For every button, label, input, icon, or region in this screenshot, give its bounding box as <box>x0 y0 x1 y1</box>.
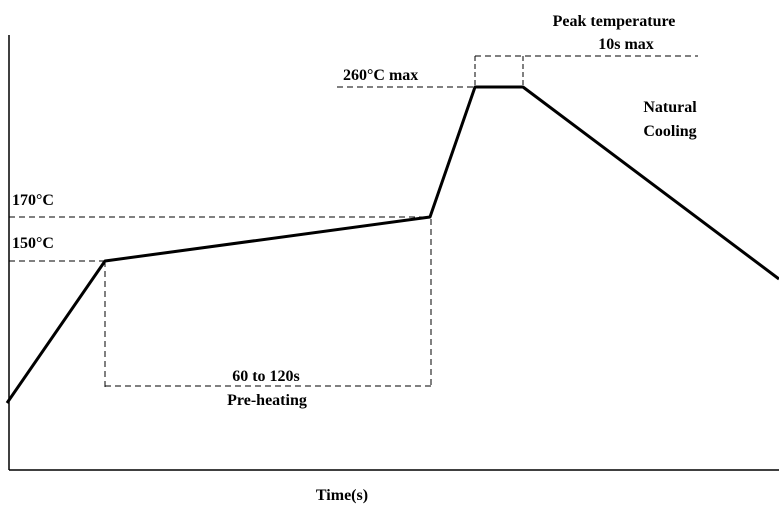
peak-temperature-label: Peak temperature <box>553 13 676 30</box>
temp-170-label: 170°C <box>12 192 54 209</box>
preheat-label: Pre-heating <box>227 392 307 409</box>
x-axis-label: Time(s) <box>316 487 368 504</box>
natural-cooling-label-line2: Cooling <box>643 123 696 140</box>
peak-duration-label: 10s max <box>598 36 654 53</box>
temp-150-label: 150°C <box>12 235 54 252</box>
temperature-profile-curve <box>5 85 779 404</box>
peak-max-temp-label: 260°C max <box>343 67 418 84</box>
preheat-duration-label: 60 to 120s <box>232 368 300 385</box>
natural-cooling-label-line1: Natural <box>643 99 697 116</box>
